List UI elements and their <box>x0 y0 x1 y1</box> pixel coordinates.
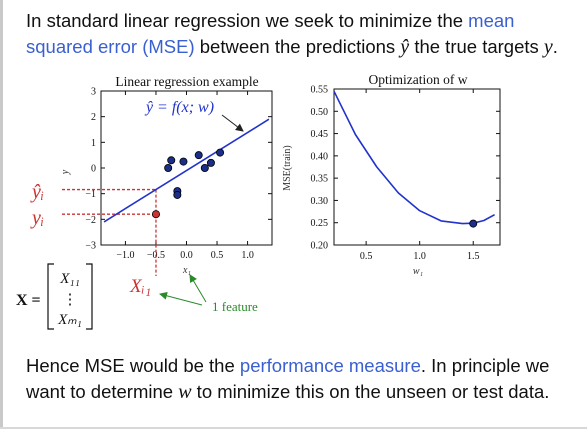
left-y-axis-label: y <box>60 169 71 175</box>
matrix-bracket-left <box>47 263 54 330</box>
mse-curve-group <box>333 90 495 228</box>
right-chart-title: Optimization of w <box>369 72 468 87</box>
linear-regression-chart: Linear regression example 3 2 1 0 −1 −2 −3 −1.… <box>60 74 273 276</box>
right-y-tick-label: 0.55 <box>311 85 329 96</box>
right-y-tick-label: 0.35 <box>311 174 329 185</box>
feature-arrow-up <box>189 274 207 303</box>
x-i1-label: Xᵢ₁ <box>129 276 151 297</box>
left-x-tick-label: 0.0 <box>180 250 193 261</box>
left-x-tick-label: 0.5 <box>211 250 224 261</box>
intro-paragraph: In standard linear regression we seek to… <box>26 8 581 60</box>
fit-line <box>103 118 270 223</box>
right-y-tick-label: 0.50 <box>311 107 329 118</box>
outro-text-3: to minimize this on the unseen or test d… <box>191 381 550 402</box>
highlighted-data-point <box>151 210 160 219</box>
yhat-symbol: ŷ <box>400 36 410 58</box>
feature-arrow-left <box>159 291 203 306</box>
left-y-tick-label: 3 <box>91 87 96 98</box>
right-y-tick-label: 0.30 <box>311 196 329 207</box>
data-point <box>173 190 182 199</box>
left-x-tick-label: 1.0 <box>241 250 254 261</box>
right-plot-frame <box>333 88 501 246</box>
equation-label: ŷ = f(x; w) <box>144 99 214 116</box>
outro-paragraph: Hence MSE would be the performance measu… <box>26 353 581 405</box>
data-point <box>216 148 225 157</box>
equation-arrow <box>221 114 244 132</box>
bottom-border <box>0 427 587 429</box>
left-y-tick-label: 2 <box>91 112 96 123</box>
right-y-tick-label: 0.25 <box>311 218 329 229</box>
matrix-bracket-right <box>86 263 93 330</box>
left-border <box>0 0 3 429</box>
matrix-x-label: X = <box>16 292 41 309</box>
data-point <box>194 151 203 160</box>
left-y-tick-label: 0 <box>91 164 96 175</box>
data-points <box>151 148 225 219</box>
right-y-tick-label: 0.45 <box>311 129 329 140</box>
right-y-tick-label: 0.20 <box>311 241 329 252</box>
left-y-tick-label: −3 <box>85 241 96 252</box>
left-y-ticks: 3 2 1 0 −1 −2 −3 <box>85 87 272 252</box>
outro-text-2: . In principle we want to determine <box>26 355 550 402</box>
matrix-vdots: ⋮ <box>63 292 78 308</box>
intro-text-2: between the predictions <box>194 36 401 57</box>
minimum-point <box>469 219 478 228</box>
feature-label: 1 feature <box>212 299 258 314</box>
left-y-tick-label: −2 <box>85 215 96 226</box>
left-x-tick-label: −1.0 <box>116 250 134 261</box>
data-point <box>164 163 173 172</box>
right-x-ticks: 0.5 1.0 1.5 <box>360 89 480 262</box>
right-x-tick-label: 1.0 <box>413 251 426 262</box>
data-point <box>179 157 188 166</box>
data-point <box>206 158 215 167</box>
intro-text-1: In standard linear regression we seek to… <box>26 10 469 31</box>
left-chart-title: Linear regression example <box>115 74 258 89</box>
right-y-ticks: 0.55 0.50 0.45 0.40 0.35 0.30 0.25 0.20 <box>311 85 500 252</box>
yhat-i-label: ŷᵢ <box>30 181 44 203</box>
mse-curve <box>333 90 495 225</box>
performance-measure-highlight: performance measure <box>239 355 421 376</box>
right-y-tick-label: 0.40 <box>311 151 329 162</box>
y-i-label: yᵢ <box>30 207 44 229</box>
left-y-tick-label: 1 <box>91 138 96 149</box>
left-y-tick-label: −1 <box>85 189 96 200</box>
residual-guides <box>62 188 157 276</box>
mse-highlight: mean squared error (MSE) <box>26 10 515 57</box>
w-symbol: w <box>178 381 192 403</box>
outro-text-1: Hence MSE would be the <box>26 355 240 376</box>
right-x-tick-label: 0.5 <box>360 251 373 262</box>
right-x-tick-label: 1.5 <box>467 251 480 262</box>
intro-text-3: the true targets <box>409 36 544 57</box>
left-x-axis-label: x₁ <box>182 265 191 276</box>
matrix-x11: X₁₁ <box>59 271 80 287</box>
left-x-ticks: −1.0 −0.5 0.0 0.5 1.0 <box>116 91 254 261</box>
right-x-axis-label: w₁ <box>413 266 423 277</box>
data-point <box>167 156 176 165</box>
data-point <box>200 163 209 172</box>
intro-period: . <box>552 36 558 57</box>
matrix-xm1: Xₘ₁ <box>57 312 82 328</box>
fit-line-group <box>103 118 270 223</box>
optimization-chart: Optimization of w 0.550.500.450.400.350.… <box>282 72 501 277</box>
y-symbol: y <box>543 36 553 58</box>
right-y-axis-label: MSE(train) <box>282 145 293 191</box>
